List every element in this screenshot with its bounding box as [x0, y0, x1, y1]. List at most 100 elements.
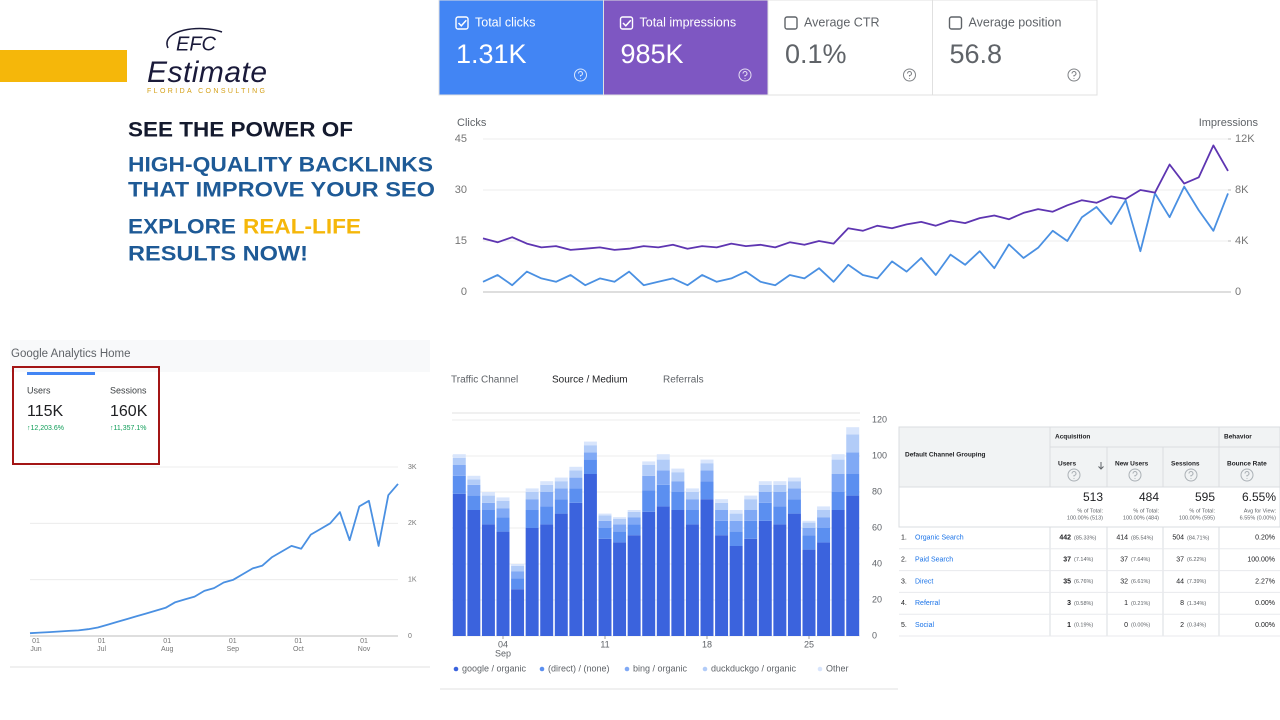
- x-month-label: Sep: [495, 648, 511, 658]
- bar-segment: [554, 499, 568, 514]
- x-tick-label: 01: [229, 638, 237, 645]
- bar-segment: [540, 524, 554, 636]
- bar-segment: [758, 502, 772, 521]
- bar-segment: [511, 565, 525, 572]
- tab-active[interactable]: Source / Medium: [552, 375, 628, 386]
- bar-segment: [467, 479, 481, 485]
- tab[interactable]: Referrals: [663, 375, 704, 386]
- bar-segment: [787, 513, 801, 636]
- bar-segment: [540, 506, 554, 525]
- row-name: Referral: [915, 600, 940, 607]
- bar-segment: [583, 441, 597, 446]
- bar-segment: [715, 502, 729, 510]
- table-total: 513: [1083, 490, 1103, 504]
- bar-segment: [613, 531, 627, 543]
- bar-segment: [583, 445, 597, 453]
- row-value: 442: [1059, 535, 1071, 542]
- x-tick-label: 11: [600, 639, 609, 649]
- table-total-note: % of Total:: [1133, 508, 1159, 514]
- bar-segment: [583, 474, 597, 636]
- help-icon: [1071, 70, 1077, 79]
- bar-segment: [817, 542, 831, 636]
- legend-dot: [702, 666, 708, 672]
- metric-value: 1.31K: [456, 39, 527, 69]
- bar-segment: [744, 499, 758, 510]
- line-series: [29, 483, 399, 635]
- bar-segment: [787, 481, 801, 489]
- bar-segment: [656, 459, 670, 471]
- row-value: 1: [1124, 600, 1128, 607]
- bar-segment: [540, 484, 554, 492]
- bar-segment: [715, 535, 729, 636]
- bar-segment: [467, 510, 481, 636]
- row-index: 4.: [901, 600, 907, 607]
- row-percent: (7.64%): [1131, 557, 1150, 563]
- x-tick-label: 18: [702, 639, 712, 649]
- bar-segment: [715, 510, 729, 521]
- bar-segment: [627, 517, 641, 525]
- y-tick-label: 45: [455, 133, 467, 145]
- row-value: 8: [1180, 600, 1184, 607]
- bar-segment: [671, 472, 685, 482]
- bar-segment: [671, 492, 685, 510]
- row-name: Social: [915, 622, 935, 629]
- bar-segment: [642, 465, 656, 476]
- row-name: Organic Search: [915, 535, 964, 542]
- kpi-change: ↑11,357.1%: [110, 425, 146, 432]
- table-total-note: 100.00% (484): [1123, 515, 1159, 521]
- tab[interactable]: Traffic Channel: [451, 375, 518, 386]
- legend-dot: [817, 666, 823, 672]
- bar-segment: [744, 510, 758, 521]
- y2-tick-label: 0: [1235, 286, 1241, 298]
- row-value: 0: [1124, 622, 1128, 629]
- bar-segment: [481, 502, 495, 510]
- row-bounce: 0.00%: [1255, 622, 1275, 629]
- x-tick-label: Nov: [358, 646, 371, 653]
- bar-segment: [627, 524, 641, 536]
- checkbox: [619, 16, 634, 30]
- bar-segment: [554, 481, 568, 489]
- bar-segment: [744, 495, 758, 500]
- bar-segment: [452, 457, 466, 465]
- x-tick-label: Jun: [30, 646, 41, 653]
- row-bounce: 0.20%: [1255, 535, 1275, 542]
- kpi-label: Sessions: [110, 385, 147, 395]
- bar-segment: [613, 519, 627, 525]
- x-tick-label: 01: [295, 638, 303, 645]
- bar-segment: [467, 495, 481, 510]
- row-value: 37: [1120, 557, 1128, 564]
- bar-segment: [802, 549, 816, 636]
- table-total-note: 6.55% (0.00%): [1240, 515, 1277, 521]
- y2-axis-label: Impressions: [1199, 117, 1259, 129]
- help-icon: [738, 68, 752, 82]
- bar-segment: [481, 524, 495, 636]
- bar-segment: [685, 510, 699, 525]
- bar-segment: [802, 535, 816, 550]
- bar-segment: [700, 499, 714, 636]
- sort-arrow: [1098, 462, 1104, 470]
- bar-segment: [511, 578, 525, 590]
- bar-segment: [496, 531, 510, 636]
- row-name: Direct: [915, 578, 933, 585]
- legend-dot: [453, 666, 459, 672]
- help-icon: [903, 68, 916, 82]
- y-tick-label: 20: [872, 594, 882, 604]
- bar-segment: [846, 427, 860, 435]
- bar-segment: [598, 513, 612, 516]
- help-icon: [1067, 68, 1081, 82]
- row-index: 2.: [901, 557, 907, 564]
- headline: HIGH-QUALITY BACKLINKS: [128, 154, 433, 177]
- bar-segment: [496, 501, 510, 509]
- checkbox: [455, 16, 469, 30]
- bar-segment: [773, 506, 787, 525]
- metric-value: 0.1%: [785, 39, 847, 69]
- x-tick-label: 25: [804, 639, 814, 649]
- bar-segment: [685, 488, 699, 492]
- kpi-value: 115K: [27, 403, 64, 420]
- bar-segment: [554, 488, 568, 500]
- metric-value: 985K: [621, 39, 684, 69]
- line-series: [482, 144, 1229, 251]
- bar-segment: [802, 528, 816, 536]
- y-tick-label: 100: [872, 450, 887, 460]
